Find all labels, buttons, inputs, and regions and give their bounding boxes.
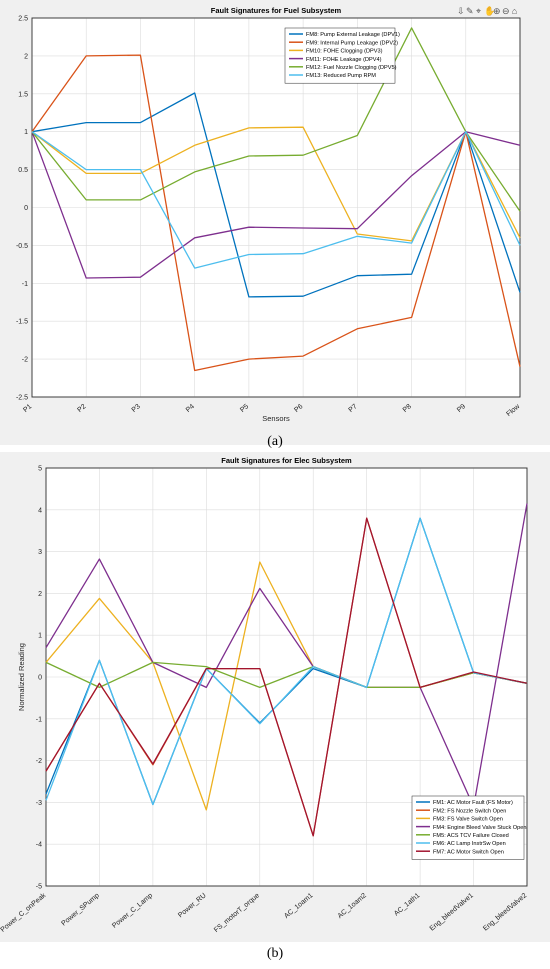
caption-b: (b) bbox=[266, 946, 284, 961]
series-line-7 bbox=[45, 517, 528, 837]
y-tick-label: -2 bbox=[36, 758, 42, 765]
legend-entry: FM11: FOHE Leakage (DPV4) bbox=[306, 57, 382, 63]
legend-entry: FM2: FS Nozzle Switch Open bbox=[433, 808, 506, 814]
legend-entry: FM1: AC Motor Fault (FS Motor) bbox=[433, 800, 513, 806]
y-tick-label: -5 bbox=[36, 884, 42, 891]
legend-box bbox=[284, 27, 396, 84]
datatip-icon[interactable]: ⌖ bbox=[475, 6, 484, 16]
x-tick-label: P9 bbox=[456, 403, 467, 414]
y-tick-label: 0 bbox=[38, 675, 42, 682]
y-tick-label: 1.5 bbox=[18, 91, 28, 98]
y-tick-label: 5 bbox=[38, 466, 42, 473]
y-tick-label: 1 bbox=[38, 633, 42, 640]
series-line-5 bbox=[31, 27, 521, 212]
legend-entry: FM3: FS Valve Switch Open bbox=[433, 817, 503, 823]
series-line-4 bbox=[31, 131, 521, 279]
y-tick-label: -0.5 bbox=[16, 243, 28, 250]
legend-entry: FM5: ACS TCV Failure Closed bbox=[433, 833, 509, 839]
legend-box bbox=[411, 795, 525, 860]
y-tick-label: -2 bbox=[22, 357, 28, 364]
pan-icon[interactable]: ✋ bbox=[484, 6, 498, 16]
fuel-subsystem-chart: Fault Signatures for Fuel Subsystem 2.5 2 1… bbox=[0, 0, 550, 445]
x-tick-label: P6 bbox=[293, 403, 304, 414]
brush-icon[interactable]: ✎ bbox=[466, 6, 476, 16]
caption-a: (a) bbox=[267, 434, 283, 449]
x-tick-label: P4 bbox=[185, 403, 196, 414]
home-icon[interactable]: ⌂ bbox=[511, 6, 520, 16]
x-tick-label: P5 bbox=[239, 403, 250, 414]
y-tick-label: 0.5 bbox=[18, 167, 28, 174]
series-line-6 bbox=[45, 517, 528, 806]
y-tick-label: 2 bbox=[24, 53, 28, 60]
x-tick-label: P1 bbox=[22, 403, 33, 414]
series-line-1 bbox=[31, 92, 521, 298]
y-tick-label: -1.5 bbox=[16, 319, 28, 326]
series-line-6 bbox=[31, 131, 521, 269]
legend-entry: FM7: AC Motor Switch Open bbox=[433, 849, 504, 855]
y-tick-label: -1 bbox=[36, 716, 42, 723]
y-tick-label: 3 bbox=[38, 549, 42, 556]
x-axis-label: Sensors bbox=[262, 414, 290, 423]
chart-title: Fault Signatures for Elec Subsystem bbox=[221, 456, 352, 465]
y-axis-label: Normalized Reading bbox=[17, 643, 26, 711]
axes-box bbox=[45, 467, 528, 887]
zoom-in-icon[interactable]: ⊕ bbox=[493, 6, 503, 16]
export-icon[interactable]: ⇩ bbox=[457, 6, 467, 16]
x-tick-label: P8 bbox=[402, 403, 413, 414]
zoom-out-icon[interactable]: ⊖ bbox=[502, 6, 512, 16]
y-tick-label: 2 bbox=[38, 591, 42, 598]
legend-entry: FM8: Pump External Leakage (DPV1) bbox=[306, 32, 400, 38]
fuel-subsystem-chart-panel: ⇩✎⌖✋⊕⊖⌂ Fault Signatures for Fuel Subsys… bbox=[0, 0, 550, 445]
legend-entry: FM9: Internal Pump Leakage (DPV2) bbox=[306, 40, 398, 46]
chart-title: Fault Signatures for Fuel Subsystem bbox=[211, 6, 342, 15]
elec-subsystem-chart-panel: Fault Signatures for Elec Subsystem 5 4 3 2 1… bbox=[0, 452, 550, 942]
legend-entry: FM6: AC Lamp InstrSw Open bbox=[433, 841, 506, 847]
y-tick-label: -2.5 bbox=[16, 395, 28, 402]
x-tick-label: P3 bbox=[131, 403, 142, 414]
x-tick-label: P7 bbox=[348, 403, 359, 414]
series-line-4 bbox=[45, 503, 528, 808]
y-tick-label: 2.5 bbox=[18, 16, 28, 23]
legend-entry: FM12: Fuel Nozzle Clogging (DPV5) bbox=[306, 65, 397, 71]
y-tick-label: -1 bbox=[22, 281, 28, 288]
y-tick-label: -4 bbox=[36, 842, 42, 849]
legend-entry: FM13: Reduced Pump RPM bbox=[306, 73, 376, 79]
y-tick-label: 4 bbox=[38, 507, 42, 514]
y-tick-label: 0 bbox=[24, 205, 28, 212]
elec-subsystem-chart: Fault Signatures for Elec Subsystem 5 4 3 2 1… bbox=[0, 452, 550, 942]
x-tick-label: P2 bbox=[76, 403, 87, 414]
series-line-2 bbox=[31, 54, 521, 372]
y-tick-label: 1 bbox=[24, 129, 28, 136]
legend-entry: FM4: Engine Bleed Valve Stuck Open bbox=[433, 825, 527, 831]
axes-box bbox=[31, 17, 521, 398]
figure-toolbar[interactable]: ⇩✎⌖✋⊕⊖⌂ bbox=[457, 6, 520, 17]
y-tick-label: -3 bbox=[36, 800, 42, 807]
legend-entry: FM10: FOHE Clogging (DPV3) bbox=[306, 49, 383, 55]
